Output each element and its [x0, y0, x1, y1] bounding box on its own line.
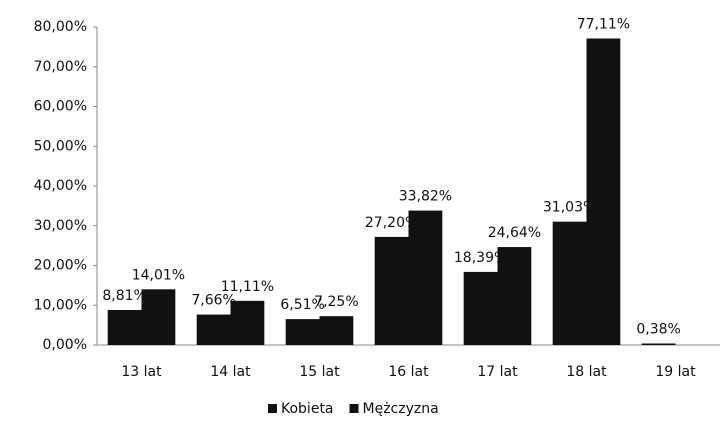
bar	[463, 271, 498, 345]
x-tick-label: 15 lat	[299, 364, 340, 380]
legend-swatch	[268, 404, 277, 413]
data-label: 27,20%	[365, 215, 418, 231]
bar	[285, 319, 320, 345]
legend-label: Kobieta	[281, 401, 334, 417]
data-label: 77,11%	[577, 16, 630, 32]
bar	[107, 309, 142, 345]
data-label: 33,82%	[399, 189, 452, 205]
y-tick-label: 30,00%	[34, 218, 87, 234]
y-tick-label: 10,00%	[34, 297, 87, 313]
bar	[141, 289, 176, 345]
y-tick-label: 20,00%	[34, 258, 87, 274]
data-label: 14,01%	[132, 267, 185, 283]
legend-label: Mężczyzna	[363, 401, 439, 417]
y-tick-label: 40,00%	[34, 178, 87, 194]
x-tick-label: 19 lat	[655, 364, 696, 380]
bar	[374, 236, 409, 345]
bar	[319, 316, 354, 345]
bar	[641, 343, 676, 345]
data-label: 31,03%	[543, 200, 596, 216]
bar	[586, 38, 621, 345]
x-tick-label: 16 lat	[388, 364, 429, 380]
y-tick-label: 70,00%	[34, 59, 87, 75]
y-tick-label: 80,00%	[34, 19, 87, 35]
y-tick-label: 50,00%	[34, 138, 87, 154]
y-tick-label: 0,00%	[43, 337, 87, 353]
data-label: 18,39%	[454, 250, 507, 266]
bar	[497, 247, 532, 345]
x-tick-label: 13 lat	[121, 364, 162, 380]
x-tick-label: 14 lat	[210, 364, 251, 380]
bar	[196, 314, 231, 345]
data-label: 7,25%	[314, 294, 358, 310]
data-label: 24,64%	[488, 225, 541, 241]
data-label: 6,51%	[280, 297, 324, 313]
y-tick-label: 60,00%	[34, 99, 87, 115]
data-label: 8,81%	[102, 288, 146, 304]
data-label: 7,66%	[191, 293, 235, 309]
legend-swatch	[349, 404, 359, 413]
data-label: 0,38%	[636, 321, 680, 337]
data-label: 11,11%	[221, 279, 274, 295]
x-tick-label: 18 lat	[566, 364, 607, 380]
bar	[552, 221, 587, 345]
bar	[230, 300, 265, 345]
bar	[408, 210, 443, 345]
x-tick-label: 17 lat	[477, 364, 518, 380]
